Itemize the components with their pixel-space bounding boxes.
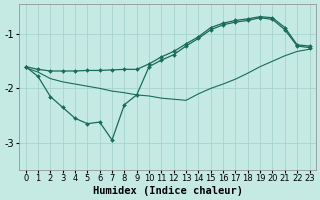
X-axis label: Humidex (Indice chaleur): Humidex (Indice chaleur) — [92, 186, 243, 196]
